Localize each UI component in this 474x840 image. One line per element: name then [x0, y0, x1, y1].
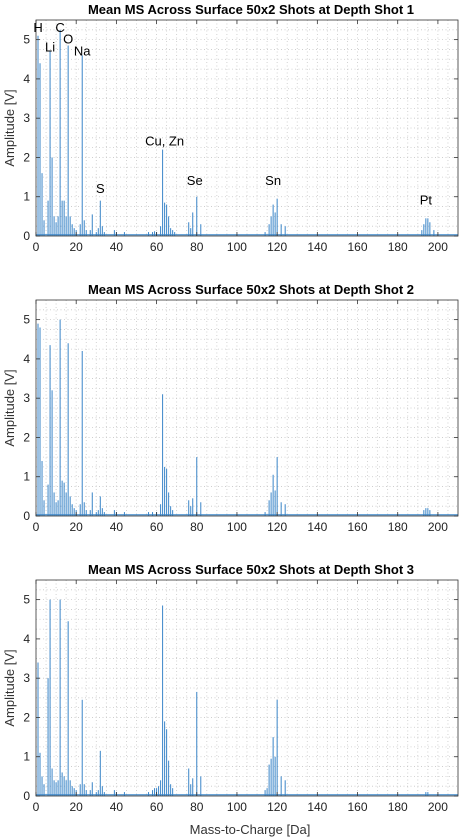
- y-tick-label: 0: [23, 229, 30, 243]
- x-tick-label: 160: [348, 520, 368, 534]
- x-tick-label: 80: [190, 800, 204, 814]
- x-axis-label: Mass-to-Charge [Da]: [190, 822, 311, 837]
- x-tick-label: 200: [428, 800, 448, 814]
- x-tick-label: 0: [33, 800, 40, 814]
- plot-frame-2: [35, 299, 459, 517]
- plot-frame-1: [35, 19, 459, 237]
- x-tick-label: 20: [70, 240, 84, 254]
- y-axis-label-2: Amplitude [V]: [2, 369, 17, 446]
- x-tick-label: 0: [33, 520, 40, 534]
- x-tick-label: 100: [227, 800, 247, 814]
- y-tick-label: 0: [23, 509, 30, 523]
- x-tick-label: 140: [307, 240, 327, 254]
- x-tick-label: 140: [307, 800, 327, 814]
- x-tick-label: 80: [190, 520, 204, 534]
- y-tick-label: 1: [23, 750, 30, 764]
- peak-annotation: O: [63, 32, 73, 47]
- x-tick-label: 20: [70, 520, 84, 534]
- peak-annotation: H: [33, 20, 42, 35]
- chart-title-1: Mean MS Across Surface 50x2 Shots at Dep…: [88, 2, 414, 17]
- x-tick-label: 40: [110, 240, 124, 254]
- x-tick-label: 80: [190, 240, 204, 254]
- y-tick-label: 4: [23, 352, 30, 366]
- x-tick-label: 60: [150, 240, 164, 254]
- x-tick-label: 200: [428, 520, 448, 534]
- x-tick-label: 160: [348, 240, 368, 254]
- y-tick-label: 2: [23, 710, 30, 724]
- y-tick-label: 1: [23, 190, 30, 204]
- y-tick-label: 5: [23, 33, 30, 47]
- x-tick-label: 120: [267, 800, 287, 814]
- peak-annotation: Na: [74, 43, 91, 58]
- y-tick-label: 1: [23, 470, 30, 484]
- x-tick-label: 60: [150, 520, 164, 534]
- x-tick-label: 120: [267, 520, 287, 534]
- y-tick-label: 0: [23, 789, 30, 803]
- peak-annotation: Sn: [265, 173, 281, 188]
- peak-annotation: C: [55, 20, 64, 35]
- y-tick-label: 3: [23, 111, 30, 125]
- x-tick-label: 40: [110, 800, 124, 814]
- x-tick-label: 100: [227, 240, 247, 254]
- x-tick-label: 100: [227, 520, 247, 534]
- peak-annotation: Se: [187, 173, 203, 188]
- y-tick-label: 3: [23, 671, 30, 685]
- y-axis-label-1: Amplitude [V]: [2, 89, 17, 166]
- x-tick-label: 180: [388, 520, 408, 534]
- y-tick-label: 2: [23, 150, 30, 164]
- chart-title-2: Mean MS Across Surface 50x2 Shots at Dep…: [88, 282, 414, 297]
- chart-title-3: Mean MS Across Surface 50x2 Shots at Dep…: [88, 562, 414, 577]
- x-tick-label: 0: [33, 240, 40, 254]
- x-tick-label: 160: [348, 800, 368, 814]
- y-tick-label: 4: [23, 632, 30, 646]
- y-tick-label: 4: [23, 72, 30, 86]
- x-tick-label: 180: [388, 800, 408, 814]
- y-axis-label-3: Amplitude [V]: [2, 649, 17, 726]
- peak-annotation: Cu, Zn: [145, 134, 184, 149]
- y-tick-label: 5: [23, 313, 30, 327]
- x-tick-label: 120: [267, 240, 287, 254]
- peak-annotation: S: [96, 181, 105, 196]
- x-tick-label: 200: [428, 240, 448, 254]
- x-tick-label: 60: [150, 800, 164, 814]
- y-tick-label: 2: [23, 430, 30, 444]
- y-tick-label: 5: [23, 593, 30, 607]
- peak-annotation: Li: [45, 39, 55, 54]
- x-tick-label: 40: [110, 520, 124, 534]
- plot-frame-3: [35, 579, 459, 797]
- x-tick-label: 140: [307, 520, 327, 534]
- y-tick-label: 3: [23, 391, 30, 405]
- peak-annotation: Pt: [420, 193, 433, 208]
- x-tick-label: 20: [70, 800, 84, 814]
- x-tick-label: 180: [388, 240, 408, 254]
